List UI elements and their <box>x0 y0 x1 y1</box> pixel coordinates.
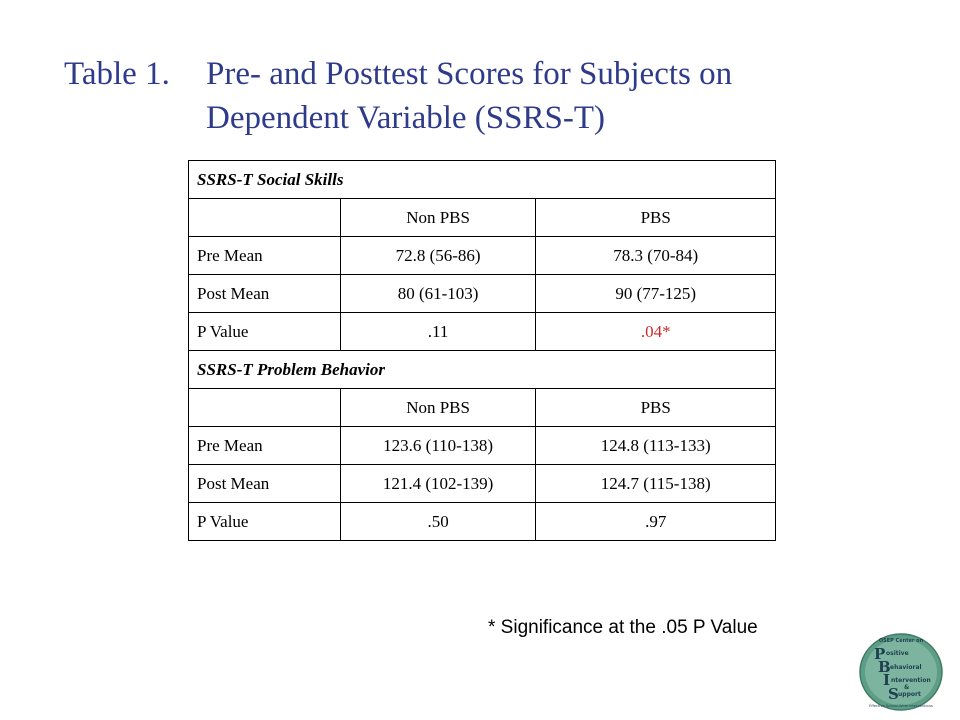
section-heading-row: SSRS-T Problem Behavior <box>188 350 776 389</box>
row-label: Post Mean <box>188 464 341 503</box>
logo-initial-p: P <box>874 645 885 663</box>
logo-word-behavioral: ehavioral <box>890 664 922 671</box>
non-pbs-value: .50 <box>339 502 537 541</box>
non-pbs-value: 123.6 (110-138) <box>339 426 537 465</box>
table-row: Post Mean 121.4 (102-139) 124.7 (115-138… <box>188 464 776 503</box>
table-row: Post Mean 80 (61-103) 90 (77-125) <box>188 274 776 313</box>
non-pbs-value: 121.4 (102-139) <box>339 464 537 503</box>
logo-initial-b: B <box>878 658 891 676</box>
section-heading-social-skills: SSRS-T Social Skills <box>188 160 776 199</box>
pbs-value-significant: .04* <box>535 312 776 351</box>
table-row: Pre Mean 123.6 (110-138) 124.8 (113-133) <box>188 426 776 465</box>
row-label: Post Mean <box>188 274 341 313</box>
logo-tagline: Effective School-Wide Interventions <box>869 704 933 708</box>
section-heading-row: SSRS-T Social Skills <box>188 160 776 199</box>
title-line-1: Pre- and Posttest Scores for Subjects on <box>206 56 733 92</box>
column-header-row: Non PBS PBS <box>188 198 776 237</box>
row-label: P Value <box>188 312 341 351</box>
section-heading-problem-behavior: SSRS-T Problem Behavior <box>188 350 776 389</box>
pbis-logo: OSEP Center on P ositive B ehavioral I n… <box>859 633 943 711</box>
pbs-value: 124.8 (113-133) <box>535 426 776 465</box>
significance-footnote: * Significance at the .05 P Value <box>488 617 758 638</box>
slide-title: Table 1. Pre- and Posttest Scores for Su… <box>64 52 924 140</box>
table-row: P Value .11 .04* <box>188 312 776 351</box>
row-label: Pre Mean <box>188 426 341 465</box>
title-number: Table 1. <box>64 56 170 92</box>
table-row: Pre Mean 72.8 (56-86) 78.3 (70-84) <box>188 236 776 275</box>
logo-initial-i: I <box>883 671 890 689</box>
non-pbs-value: .11 <box>339 312 537 351</box>
pbs-value: .97 <box>535 502 776 541</box>
logo-word-intervention: ntervention <box>891 677 931 684</box>
row-label: P Value <box>188 502 341 541</box>
pbs-value: 90 (77-125) <box>535 274 776 313</box>
scores-table: SSRS-T Social Skills Non PBS PBS Pre Mea… <box>188 160 776 541</box>
logo-word-support: upport <box>898 691 921 698</box>
logo-top-text: OSEP Center on <box>879 638 924 644</box>
row-label: Pre Mean <box>188 236 341 275</box>
header-blank-cell <box>188 198 341 237</box>
header-blank-cell <box>188 388 341 427</box>
logo-word-positive: ositive <box>886 650 909 657</box>
non-pbs-value: 72.8 (56-86) <box>339 236 537 275</box>
pbs-value: 124.7 (115-138) <box>535 464 776 503</box>
pbs-value: 78.3 (70-84) <box>535 236 776 275</box>
header-non-pbs: Non PBS <box>339 388 537 427</box>
logo-initial-s: S <box>888 685 899 703</box>
column-header-row: Non PBS PBS <box>188 388 776 427</box>
title-line-2: Dependent Variable (SSRS-T) <box>206 100 605 136</box>
header-non-pbs: Non PBS <box>339 198 537 237</box>
header-pbs: PBS <box>535 388 776 427</box>
logo-word-ampersand: & <box>904 684 909 691</box>
table-row: P Value .50 .97 <box>188 502 776 541</box>
header-pbs: PBS <box>535 198 776 237</box>
non-pbs-value: 80 (61-103) <box>339 274 537 313</box>
